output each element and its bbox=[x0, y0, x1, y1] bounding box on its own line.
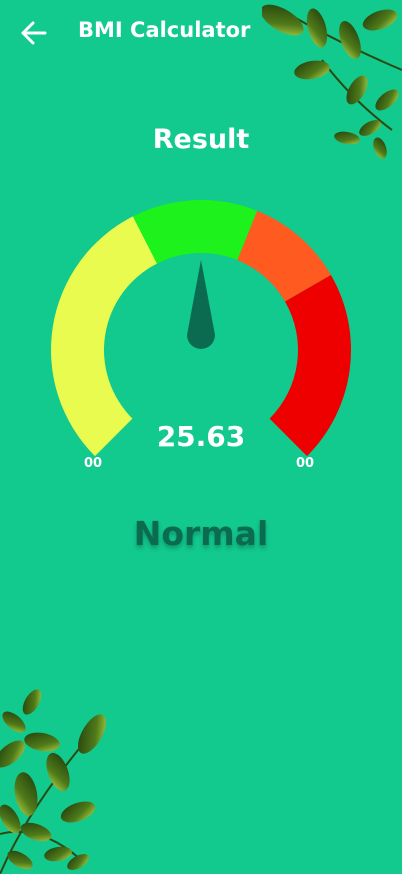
back-button[interactable] bbox=[18, 18, 50, 48]
gauge-segment-overweight bbox=[237, 210, 331, 302]
gauge-segment-normal bbox=[132, 200, 258, 264]
arrow-left-icon bbox=[21, 21, 47, 45]
app-bar: BMI Calculator bbox=[0, 0, 402, 66]
bmi-value: 25.63 bbox=[156, 420, 246, 453]
leaves-bottom-icon bbox=[0, 689, 106, 874]
app-title: BMI Calculator bbox=[78, 18, 251, 42]
leaves-top-icon bbox=[262, 4, 402, 159]
bmi-gauge bbox=[51, 200, 351, 457]
gauge-max-label: 00 bbox=[296, 456, 315, 471]
result-heading: Result bbox=[152, 124, 250, 155]
gauge-segment-obese bbox=[269, 275, 351, 457]
gauge-segment-underweight bbox=[51, 216, 157, 457]
gauge-min-label: 00 bbox=[84, 456, 103, 471]
gauge-segments bbox=[51, 200, 351, 457]
needle-pointer-icon bbox=[187, 260, 215, 349]
bmi-category: Normal bbox=[133, 514, 269, 553]
